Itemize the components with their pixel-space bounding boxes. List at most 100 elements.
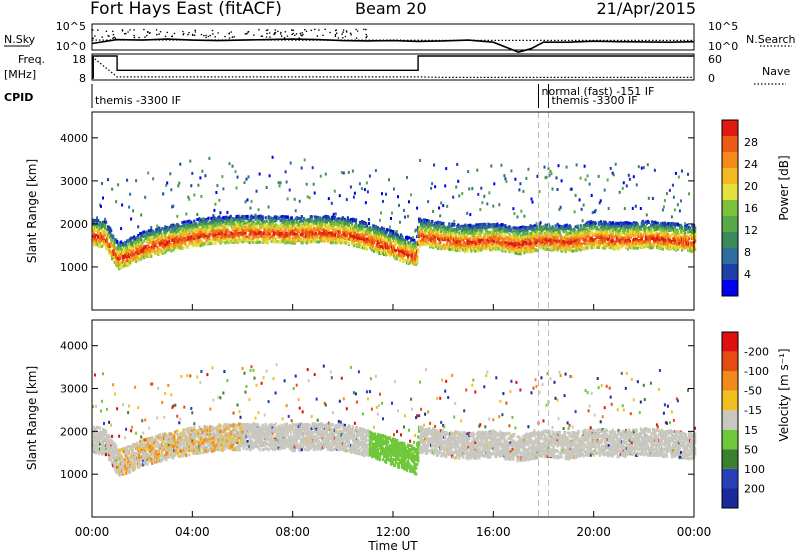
data-cell xyxy=(207,217,209,220)
data-cell xyxy=(287,216,289,219)
data-cell xyxy=(181,221,183,224)
data-cell xyxy=(244,215,246,218)
data-cell-scatter xyxy=(408,200,410,203)
data-cell xyxy=(525,241,527,244)
nsky-scatter-point xyxy=(253,34,255,36)
data-cell-scatter xyxy=(147,172,149,175)
nave-tick-top: 60 xyxy=(708,53,722,66)
data-cell xyxy=(119,262,121,265)
data-cell-scatter xyxy=(442,204,444,207)
data-cell-scatter xyxy=(121,204,123,207)
data-cell xyxy=(368,243,370,246)
data-cell xyxy=(314,237,316,240)
data-cell-scatter xyxy=(457,180,459,183)
data-cell xyxy=(278,217,280,220)
nave-tick-bottom: 0 xyxy=(708,72,715,85)
data-cell xyxy=(520,228,522,231)
data-cell xyxy=(224,241,226,244)
data-cell-scatter xyxy=(490,165,492,168)
nsky-scatter-point xyxy=(217,32,219,34)
data-cell-scatter xyxy=(427,200,429,203)
data-cell xyxy=(262,217,264,220)
data-cell xyxy=(447,239,449,242)
data-cell xyxy=(504,233,506,236)
data-cell xyxy=(93,244,95,247)
data-cell xyxy=(532,249,534,252)
nsky-scatter-point xyxy=(231,31,233,33)
nsearch-label: N.Search xyxy=(746,33,796,46)
data-cell-scatter xyxy=(328,197,330,200)
data-cell xyxy=(360,245,362,248)
data-cell xyxy=(110,229,112,232)
data-cell xyxy=(331,227,333,230)
data-cell xyxy=(353,236,355,239)
nsky-scatter-point xyxy=(269,32,271,34)
data-cell xyxy=(408,236,410,239)
nsky-scatter-point xyxy=(246,33,248,35)
data-cell-scatter xyxy=(458,194,460,197)
data-cell-scatter xyxy=(140,214,142,217)
data-cell xyxy=(303,217,305,220)
data-cell xyxy=(479,239,481,242)
data-cell xyxy=(161,227,163,230)
data-cell-scatter xyxy=(369,175,371,178)
data-cell xyxy=(543,226,545,229)
data-cell-scatter xyxy=(431,182,433,185)
nsky-scatter-point xyxy=(335,34,337,36)
data-cell xyxy=(218,215,220,218)
data-cell-scatter xyxy=(246,178,248,181)
freq-label: Freq. xyxy=(18,53,45,66)
data-cell xyxy=(521,236,523,239)
nsky-scatter-point xyxy=(322,35,324,37)
data-cell-scatter xyxy=(477,193,479,196)
data-cell-scatter xyxy=(403,209,405,212)
nsky-scatter-point xyxy=(149,32,151,34)
data-cell-scatter xyxy=(222,187,224,190)
data-cell-scatter xyxy=(190,184,192,187)
data-cell-scatter xyxy=(531,198,533,201)
data-cell-scatter xyxy=(144,196,146,199)
data-cell-scatter xyxy=(176,215,178,218)
nsky-scatter-point xyxy=(92,29,94,31)
data-cell-scatter xyxy=(232,165,234,168)
nsky-scatter-point xyxy=(129,29,131,31)
data-cell xyxy=(164,234,166,237)
data-cell-scatter xyxy=(120,227,122,230)
data-cell-scatter xyxy=(483,195,485,198)
data-cell-scatter xyxy=(219,211,221,214)
data-cell xyxy=(368,222,370,225)
nsky-scatter-point xyxy=(269,36,271,38)
data-cell xyxy=(357,234,359,237)
data-cell-scatter xyxy=(235,170,237,173)
data-cell-scatter xyxy=(150,226,152,229)
data-cell-scatter xyxy=(137,225,139,228)
data-cell xyxy=(526,231,528,234)
data-cell-scatter xyxy=(331,202,333,205)
data-cell-scatter xyxy=(532,201,534,204)
data-cell xyxy=(536,226,538,229)
data-cell-scatter xyxy=(438,207,440,210)
data-cell xyxy=(333,224,335,227)
nsky-scatter-point xyxy=(156,29,158,31)
data-cell-scatter xyxy=(128,206,130,209)
data-cell xyxy=(113,249,115,252)
data-cell-scatter xyxy=(514,178,516,181)
nsky-scatter-point xyxy=(205,37,207,39)
data-cell-scatter xyxy=(468,187,470,190)
data-cell xyxy=(291,227,293,230)
data-cell-scatter xyxy=(193,194,195,197)
nsky-scatter-point xyxy=(284,37,286,39)
data-cell-scatter xyxy=(410,193,412,196)
data-cell xyxy=(125,243,127,246)
data-cell xyxy=(332,241,334,244)
data-cell xyxy=(338,217,340,220)
data-cell xyxy=(366,248,368,251)
beam-label: Beam 20 xyxy=(355,0,427,18)
data-cell-scatter xyxy=(445,167,447,170)
nsky-scatter-point xyxy=(212,33,214,35)
data-cell xyxy=(371,249,373,252)
data-cell xyxy=(494,229,496,232)
data-cell-scatter xyxy=(130,218,132,221)
data-cell xyxy=(218,232,220,235)
